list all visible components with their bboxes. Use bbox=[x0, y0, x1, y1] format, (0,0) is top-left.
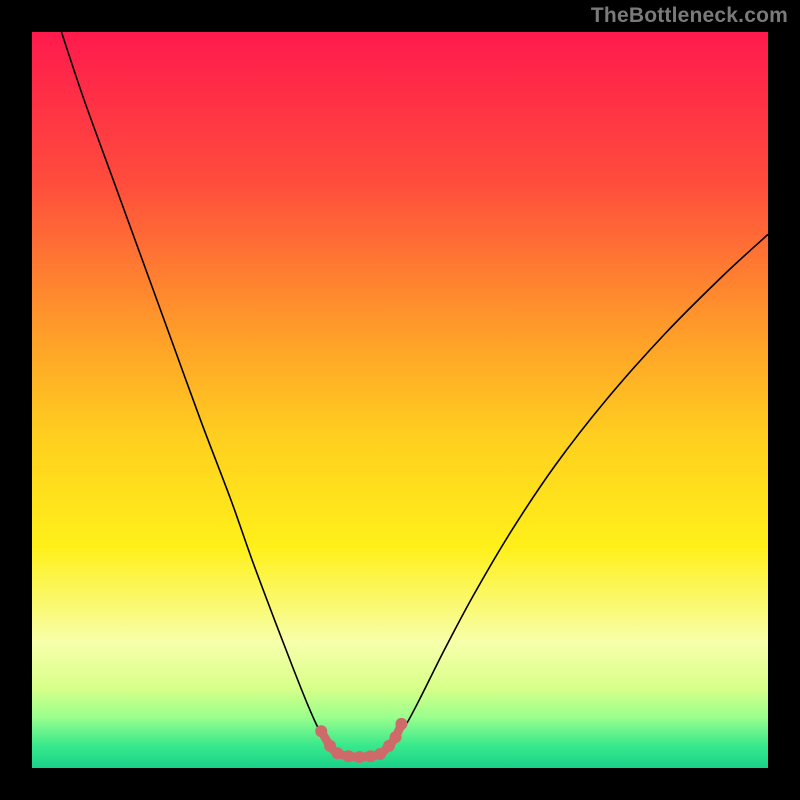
plot-background bbox=[32, 32, 768, 768]
trough-marker-dot bbox=[374, 748, 386, 760]
trough-marker-dot bbox=[354, 751, 366, 763]
trough-marker-dot bbox=[390, 731, 402, 743]
trough-marker-dot bbox=[331, 747, 343, 759]
trough-marker-dot bbox=[315, 725, 327, 737]
bottleneck-chart bbox=[0, 0, 800, 800]
trough-marker-dot bbox=[395, 718, 407, 730]
trough-marker-dot bbox=[342, 750, 354, 762]
chart-container: TheBottleneck.com bbox=[0, 0, 800, 800]
